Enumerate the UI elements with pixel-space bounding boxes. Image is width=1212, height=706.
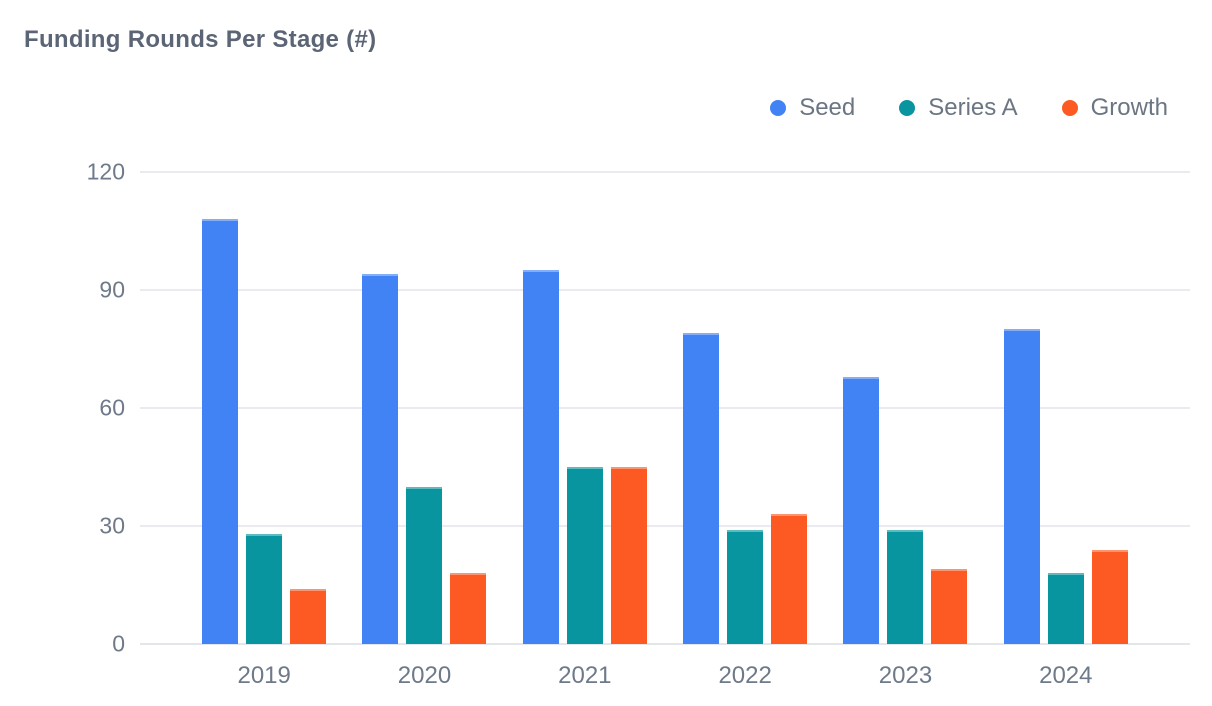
bar-growth-2019[interactable] bbox=[290, 588, 327, 644]
bar-seed-2024[interactable] bbox=[1003, 329, 1040, 644]
bar-growth-2021[interactable] bbox=[610, 467, 647, 644]
bar-group-2021 bbox=[505, 172, 665, 644]
bar-series-a-2021[interactable] bbox=[566, 467, 603, 644]
legend-label: Growth bbox=[1090, 94, 1168, 121]
gridline bbox=[140, 171, 1190, 173]
gridline bbox=[140, 525, 1190, 527]
bar-growth-2020[interactable] bbox=[450, 573, 487, 644]
y-tick-label: 120 bbox=[86, 158, 125, 185]
bar-growth-2024[interactable] bbox=[1091, 549, 1128, 644]
legend-dot-growth-icon bbox=[1061, 100, 1078, 116]
legend-label: Series A bbox=[928, 94, 1018, 121]
bar-seed-2020[interactable] bbox=[362, 274, 399, 644]
legend-item-growth[interactable]: Growth bbox=[1061, 94, 1168, 122]
y-tick-label: 90 bbox=[99, 276, 125, 303]
x-axis: 2019 2020 2021 2022 2023 2024 bbox=[140, 662, 1190, 691]
legend-item-seed[interactable]: Seed bbox=[770, 94, 855, 122]
gridline bbox=[140, 407, 1190, 409]
x-label-2021: 2021 bbox=[558, 662, 612, 689]
y-tick-label: 30 bbox=[99, 512, 125, 539]
x-label-2023: 2023 bbox=[878, 662, 933, 689]
bar-group-2023 bbox=[825, 172, 985, 644]
y-tick-label: 0 bbox=[112, 630, 125, 657]
x-label-2024: 2024 bbox=[1039, 662, 1093, 689]
plot-area bbox=[140, 171, 1190, 645]
legend-dot-series-a-icon bbox=[899, 100, 916, 116]
bar-group-2022 bbox=[665, 172, 825, 644]
gridline bbox=[140, 289, 1190, 291]
bar-group-2020 bbox=[344, 172, 504, 644]
bar-seed-2021[interactable] bbox=[522, 270, 559, 644]
bar-series-a-2019[interactable] bbox=[246, 533, 283, 644]
legend-dot-seed-icon bbox=[770, 100, 787, 116]
legend: Seed Series A Growth bbox=[770, 94, 1168, 122]
y-axis: 120 90 60 30 0 bbox=[0, 160, 125, 655]
bar-seed-2023[interactable] bbox=[843, 376, 880, 644]
legend-label: Seed bbox=[799, 94, 856, 121]
y-tick-label: 60 bbox=[99, 394, 125, 421]
x-axis-baseline bbox=[140, 643, 1190, 645]
chart-title: Funding Rounds Per Stage (#) bbox=[24, 26, 377, 53]
bar-group-2024 bbox=[986, 172, 1146, 644]
bar-groups bbox=[140, 172, 1190, 644]
bar-series-a-2022[interactable] bbox=[727, 529, 764, 644]
bar-series-a-2023[interactable] bbox=[887, 529, 924, 644]
x-label-2022: 2022 bbox=[718, 662, 772, 689]
bar-seed-2019[interactable] bbox=[202, 219, 239, 644]
legend-item-series-a[interactable]: Series A bbox=[899, 94, 1018, 122]
x-label-2019: 2019 bbox=[237, 662, 291, 689]
bar-series-a-2020[interactable] bbox=[406, 486, 443, 644]
x-label-2020: 2020 bbox=[397, 662, 452, 689]
bar-group-2019 bbox=[184, 172, 344, 644]
bar-seed-2022[interactable] bbox=[683, 333, 720, 644]
bar-growth-2022[interactable] bbox=[771, 514, 808, 644]
bar-series-a-2024[interactable] bbox=[1047, 573, 1084, 644]
bar-growth-2023[interactable] bbox=[931, 569, 968, 644]
